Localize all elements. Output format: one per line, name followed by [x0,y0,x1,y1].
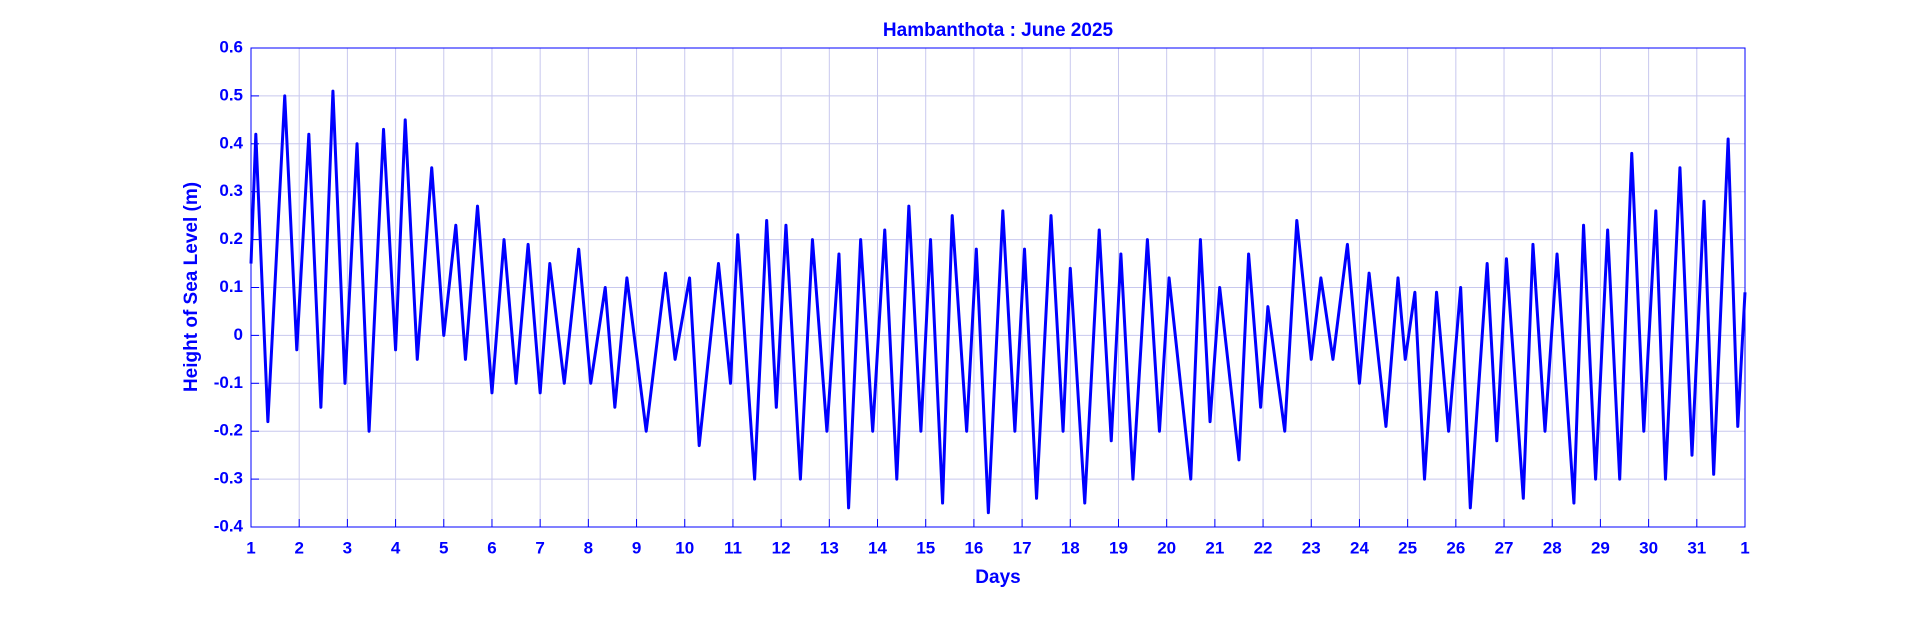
y-tick-label: 0.5 [219,85,243,104]
x-tick-label: 24 [1350,538,1369,557]
y-tick-label: 0.1 [219,277,243,296]
x-tick-label: 21 [1205,538,1224,557]
x-tick-label: 12 [772,538,791,557]
x-tick-label: 15 [916,538,935,557]
y-tick-label: 0 [234,325,243,344]
y-tick-label: 0.6 [219,37,243,56]
chart-title: Hambanthota : June 2025 [883,20,1114,41]
x-tick-label: 7 [535,538,544,557]
x-tick-label: 11 [724,538,742,557]
x-tick-label: 30 [1639,538,1658,557]
x-tick-label: 28 [1543,538,1562,557]
x-tick-label: 19 [1109,538,1128,557]
x-tick-label: 2 [294,538,303,557]
y-tick-label: -0.1 [214,373,243,392]
x-tick-label: 29 [1591,538,1610,557]
y-tick-label: 0.2 [219,229,243,248]
x-axis-label: Days [975,567,1020,588]
y-tick-label: -0.2 [214,421,243,440]
y-tick-label: 0.4 [219,133,243,152]
plot-frame [250,47,1746,528]
sea-level-line [249,89,1747,515]
x-tick-label: 25 [1398,538,1417,557]
y-tick-label: -0.4 [214,516,244,535]
x-tick-label: 6 [487,538,496,557]
x-tick-label: 1 [246,538,255,557]
x-tick-label: 18 [1061,538,1080,557]
x-tick-label: 5 [439,538,448,557]
x-tick-label: 10 [675,538,694,557]
x-tick-label: 27 [1495,538,1514,557]
y-tick-label: -0.3 [214,469,243,488]
x-tick-label: 26 [1446,538,1465,557]
x-tick-label: 3 [343,538,352,557]
x-tick-label: 22 [1254,538,1273,557]
x-tick-label: 31 [1687,538,1706,557]
x-tick-label: 13 [820,538,839,557]
y-tick-label: 0.3 [219,181,243,200]
x-tick-label: 20 [1157,538,1176,557]
y-axis-label: Height of Sea Level (m) [181,182,202,392]
x-tick-label: 16 [964,538,983,557]
x-tick-label: 9 [632,538,641,557]
x-tick-label: 17 [1013,538,1032,557]
x-tick-label: 4 [391,538,401,557]
x-tick-label: 23 [1302,538,1321,557]
x-tick-label: 8 [584,538,593,557]
x-tick-label: 1 [1740,538,1749,557]
x-tick-label: 14 [868,538,887,557]
